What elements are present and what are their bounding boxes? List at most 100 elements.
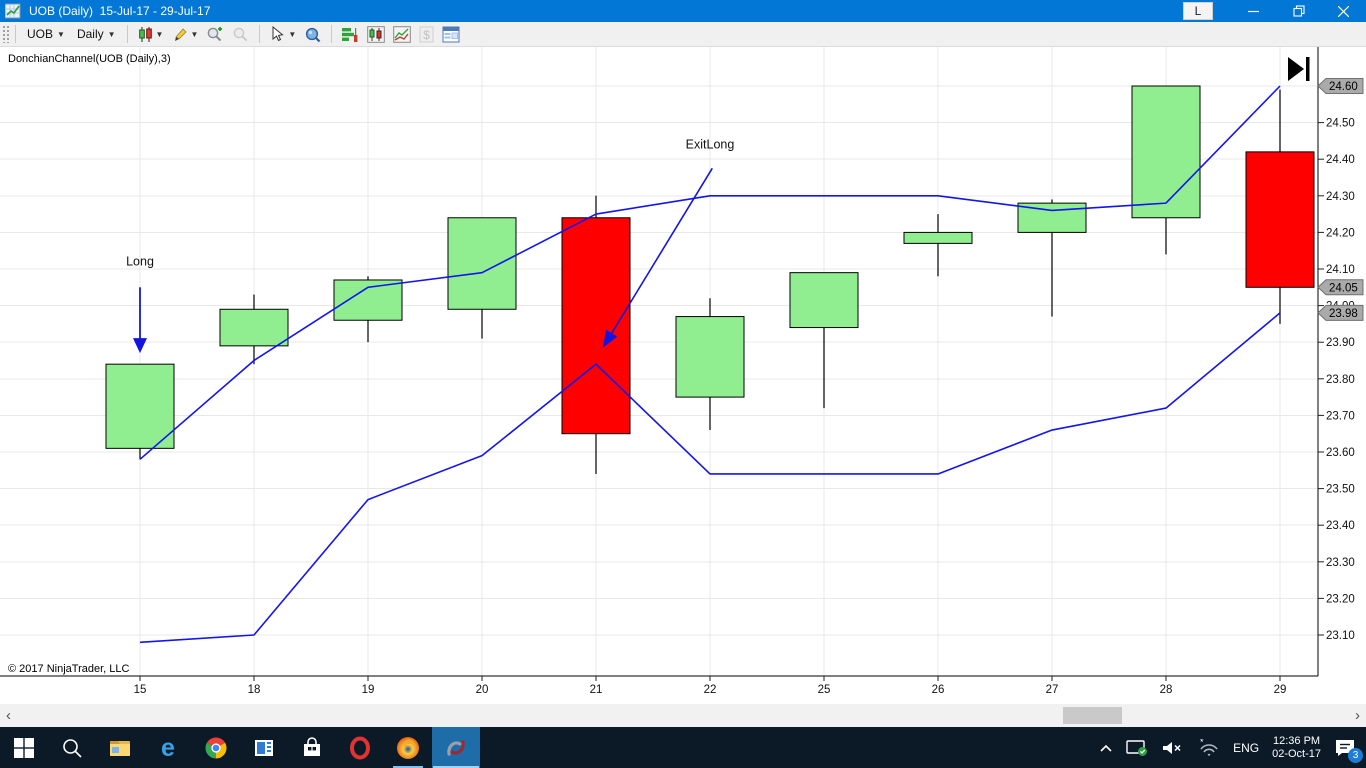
candle-body-19 bbox=[333, 279, 403, 321]
ninjatrader-icon[interactable] bbox=[432, 727, 480, 768]
price-chart-canvas[interactable]: LongExitLong24.6024.5024.4024.3024.2024.… bbox=[0, 47, 1366, 704]
zoom-in-button[interactable] bbox=[202, 24, 228, 45]
scrollbar-thumb[interactable] bbox=[1063, 707, 1122, 724]
instrument-label: UOB bbox=[27, 27, 54, 41]
chevron-down-icon: ▼ bbox=[288, 29, 297, 39]
properties-button[interactable] bbox=[438, 24, 464, 45]
candle-body-25 bbox=[789, 272, 859, 329]
store-icon[interactable] bbox=[288, 727, 336, 768]
news-app-icon[interactable] bbox=[240, 727, 288, 768]
candlesticks bbox=[105, 85, 1315, 474]
date-tick-label: 26 bbox=[932, 684, 945, 696]
price-tick-label: 23.70 bbox=[1326, 410, 1355, 422]
instrument-dropdown[interactable]: UOB ▼ bbox=[21, 25, 71, 43]
price-tick-label: 23.90 bbox=[1326, 337, 1355, 349]
svg-text:*: * bbox=[1200, 739, 1204, 747]
chevron-down-icon: ▼ bbox=[57, 29, 65, 39]
wifi-icon[interactable]: * bbox=[1196, 739, 1220, 757]
window-title: UOB (Daily) 15-Jul-17 - 29-Jul-17 bbox=[29, 4, 211, 18]
clock[interactable]: 12:36 PM 02-Oct-17 bbox=[1272, 735, 1321, 761]
zoom-out-icon bbox=[234, 27, 248, 41]
chart-axes bbox=[0, 47, 1319, 677]
price-marker bbox=[1317, 78, 1364, 94]
horizontal-scrollbar[interactable]: ‹ › bbox=[0, 704, 1366, 727]
price-tick-label: 24.10 bbox=[1326, 264, 1355, 276]
toolbar-separator bbox=[15, 25, 16, 43]
language-indicator[interactable]: ENG bbox=[1233, 740, 1260, 755]
link-button[interactable]: L bbox=[1183, 2, 1213, 20]
annotation-exitlong: ExitLong bbox=[686, 138, 735, 152]
price-tick-label: 23.20 bbox=[1326, 593, 1355, 605]
candle-body-20 bbox=[447, 217, 517, 310]
start-button[interactable] bbox=[0, 727, 48, 768]
date-tick-label: 21 bbox=[590, 684, 603, 696]
dollar-icon: $ bbox=[419, 26, 434, 42]
candle-body-26 bbox=[903, 231, 973, 244]
scroll-left-arrow[interactable]: ‹ bbox=[6, 707, 11, 724]
toolbar-separator bbox=[259, 25, 261, 43]
title-bar: UOB (Daily) 15-Jul-17 - 29-Jul-17 L bbox=[0, 0, 1366, 22]
candlestick-icon bbox=[138, 26, 152, 42]
tray-expand-icon[interactable] bbox=[1099, 743, 1113, 753]
price-marker-value: 24.05 bbox=[1329, 282, 1358, 294]
account-button[interactable]: $ bbox=[415, 24, 438, 45]
price-tick-label: 23.40 bbox=[1326, 520, 1355, 532]
pc-status-icon[interactable] bbox=[1126, 739, 1148, 757]
chrome-icon[interactable] bbox=[192, 727, 240, 768]
date-axis[interactable]: 15 18 19 20 21 22 25 26 27 28 29 bbox=[134, 676, 1287, 696]
scroll-right-arrow[interactable]: › bbox=[1355, 707, 1360, 724]
indicator-label: DonchianChannel(UOB (Daily),3) bbox=[8, 53, 171, 65]
zoom-in-icon bbox=[208, 26, 223, 41]
date-tick-label: 18 bbox=[248, 684, 261, 696]
chart-toolbar: UOB ▼ Daily ▼ ▼ ▼ bbox=[0, 22, 1366, 47]
search-button[interactable] bbox=[48, 727, 96, 768]
chevron-down-icon: ▼ bbox=[190, 29, 199, 39]
mini-chart-icon bbox=[367, 25, 386, 43]
price-tick-label: 24.40 bbox=[1326, 154, 1355, 166]
minimize-button[interactable] bbox=[1231, 0, 1276, 22]
price-tick-label: 24.50 bbox=[1326, 118, 1355, 130]
price-tick-label: 23.60 bbox=[1326, 447, 1355, 459]
date-tick-label: 29 bbox=[1274, 684, 1287, 696]
svg-text:e: e bbox=[161, 735, 175, 761]
data-box-button[interactable] bbox=[300, 24, 326, 45]
chart-window-icon bbox=[5, 3, 21, 19]
cursor-icon bbox=[272, 25, 285, 41]
file-explorer-icon[interactable] bbox=[96, 727, 144, 768]
candle-body-29 bbox=[1245, 151, 1315, 288]
opera-icon[interactable] bbox=[336, 727, 384, 768]
cursor-button[interactable]: ▼ bbox=[265, 24, 300, 45]
windows-logo-icon bbox=[14, 737, 34, 758]
exit-long-arrow bbox=[606, 167, 713, 342]
annotation-long: Long bbox=[126, 255, 154, 269]
interval-label: Daily bbox=[76, 27, 104, 41]
line-chart-icon bbox=[393, 25, 412, 43]
firefox-icon[interactable] bbox=[384, 727, 432, 768]
action-center-icon[interactable]: 3 bbox=[1334, 738, 1363, 763]
toolbar-grip-handle[interactable] bbox=[2, 25, 10, 43]
candle-body-22 bbox=[675, 316, 745, 398]
trade-annotations: Long ExitLong bbox=[126, 138, 734, 354]
drawing-tools-button[interactable]: ▼ bbox=[167, 24, 202, 45]
price-tick-label: 23.10 bbox=[1326, 630, 1355, 642]
clock-time: 12:36 PM bbox=[1272, 734, 1321, 747]
go-to-end-icon[interactable] bbox=[1288, 57, 1310, 81]
chart-style-button[interactable]: ▼ bbox=[133, 24, 168, 45]
restore-button[interactable] bbox=[1276, 0, 1321, 22]
zoom-out-button[interactable] bbox=[228, 24, 254, 45]
price-axis[interactable]: 24.6024.5024.4024.3024.2024.1024.0023.90… bbox=[1318, 81, 1355, 642]
indicators-button[interactable] bbox=[389, 24, 415, 45]
notification-badge: 3 bbox=[1348, 747, 1363, 763]
price-marker bbox=[1317, 279, 1364, 296]
candle-body-28 bbox=[1131, 85, 1201, 219]
market-analyzer-button[interactable] bbox=[363, 24, 389, 45]
taskbar-empty-area bbox=[480, 727, 1099, 768]
chart-trader-button[interactable] bbox=[337, 24, 363, 45]
interval-dropdown[interactable]: Daily ▼ bbox=[71, 25, 122, 43]
volume-muted-icon[interactable] bbox=[1161, 740, 1183, 756]
edge-icon[interactable]: e bbox=[144, 727, 192, 768]
chart-gridlines bbox=[0, 47, 1318, 676]
system-tray: * ENG 12:36 PM 02-Oct-17 3 bbox=[1099, 727, 1366, 768]
chart-region: LongExitLong24.6024.5024.4024.3024.2024.… bbox=[0, 47, 1366, 704]
close-icon[interactable] bbox=[1321, 0, 1366, 22]
